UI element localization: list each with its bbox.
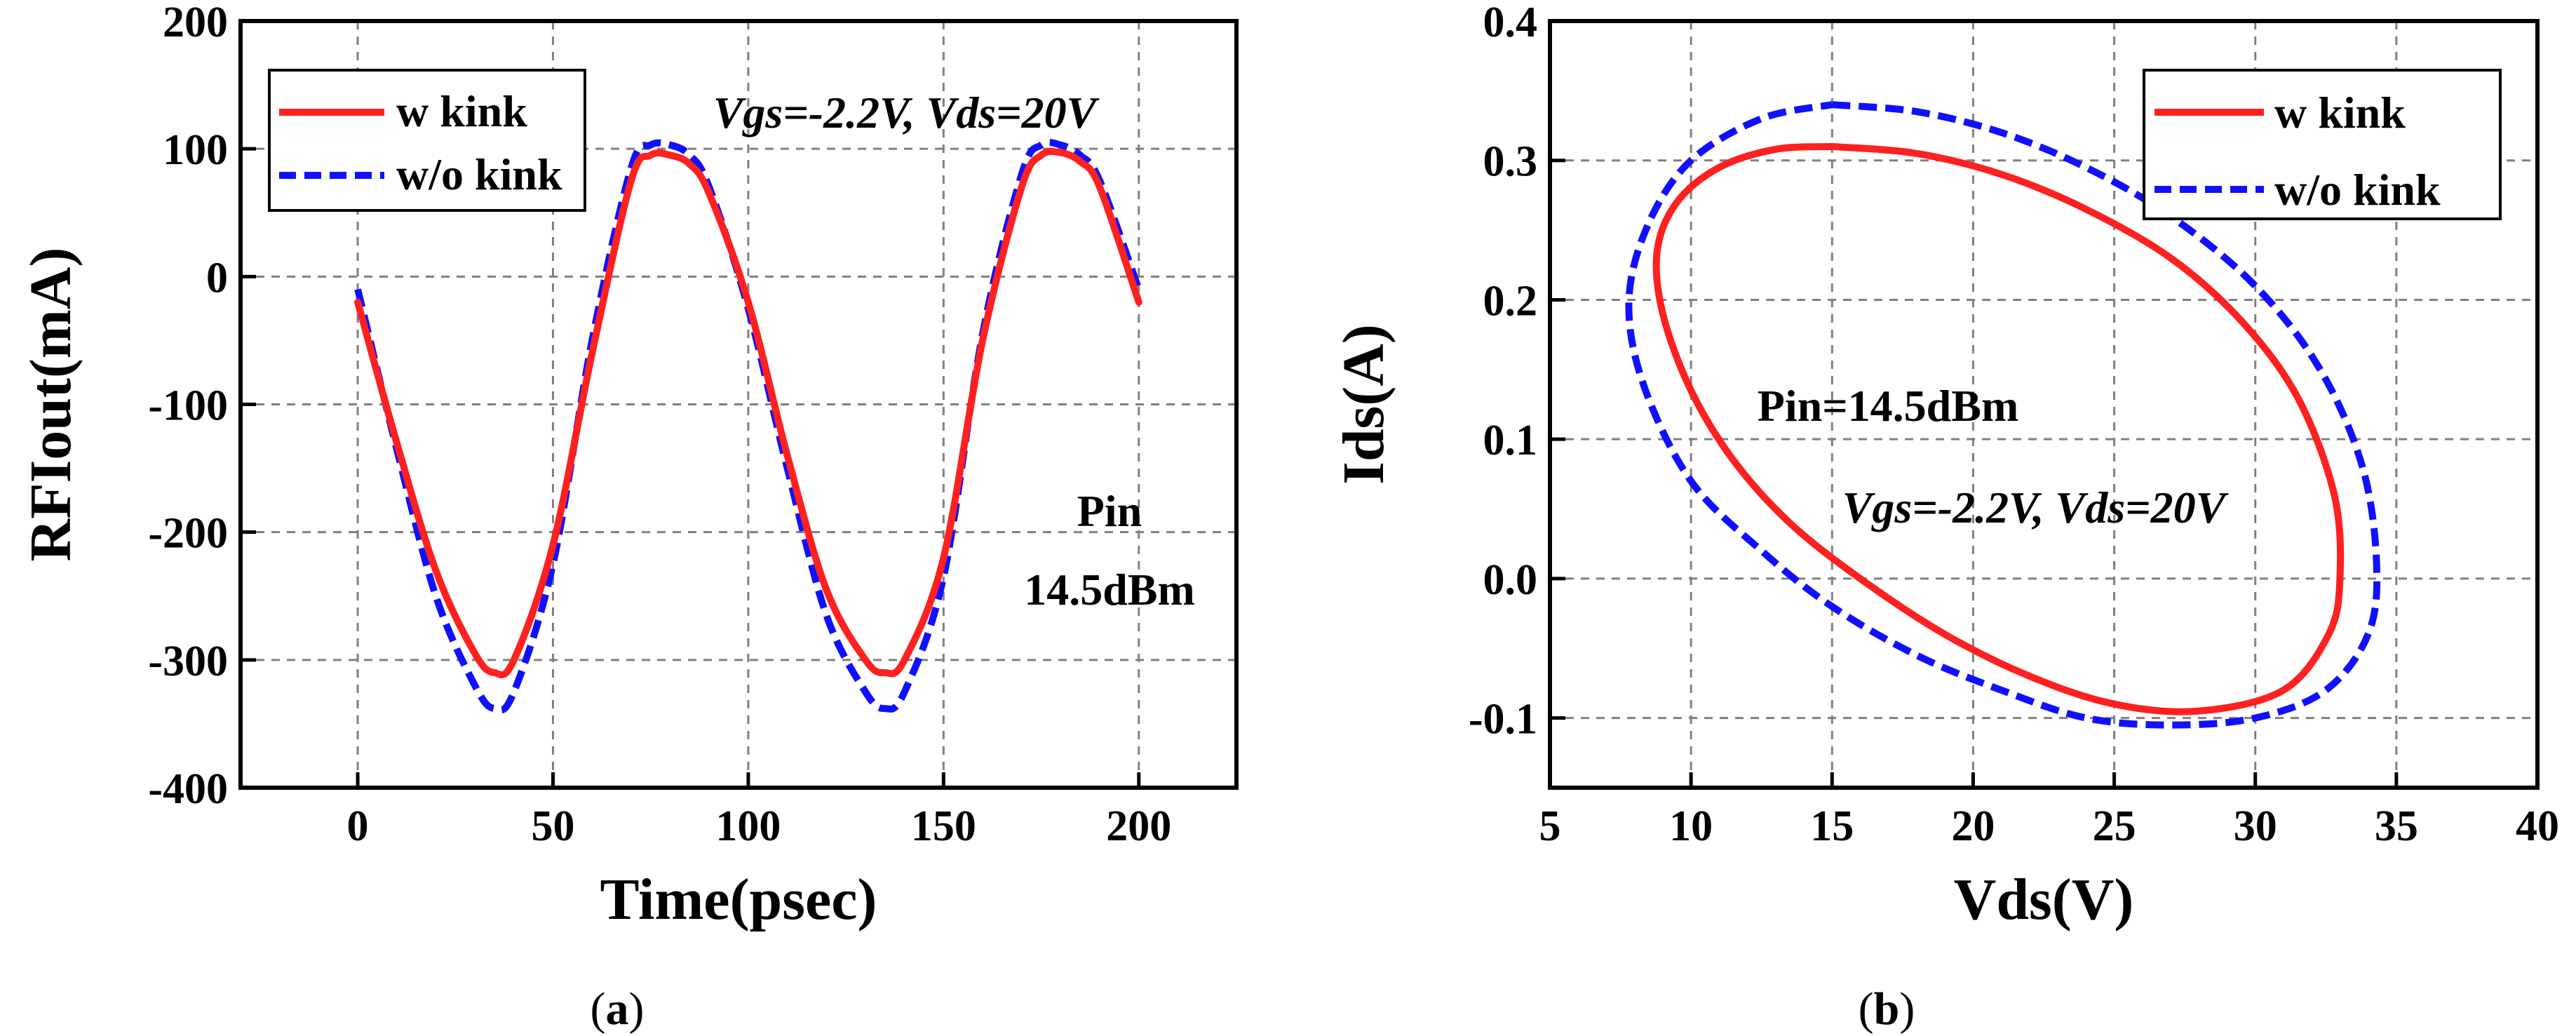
panel-b: 5 10 15 20 25 30 35 40 0.4 0.3 0.2 0.1 0.0 -0.1 Vds(V… [1331,0,2559,1035]
panel-a-x-axis-label: Time(psec) [600,867,877,932]
panel-b-ticks: 5 10 15 20 25 30 35 40 0.4 0.3 0.2 0.1 0.0 -0.1 [1469,0,2559,850]
panel-a-x-tick-label: 100 [715,802,781,850]
panel-a-y-axis-label: RFIout(mA) [18,248,83,562]
panel-b-x-tick-label: 25 [2093,802,2136,850]
panel-a-legend-label-wo-kink: w/o kink [396,149,562,199]
panel-a-pin-annotation-line1: Pin [1077,486,1142,536]
panel-a-y-tick-label: 100 [163,126,228,174]
panel-a-series-w-kink [354,147,1142,678]
panel-b-x-tick-label: 35 [2375,802,2418,850]
panel-a-pin-annotation-line2: 14.5dBm [1024,565,1195,614]
panel-a-legend-label-w-kink: w kink [396,86,527,136]
panel-a-x-tick-label: 50 [531,802,574,850]
panel-b-x-tick-label: 10 [1669,802,1713,850]
panel-a-caption: (a) [591,983,645,1035]
panel-a-bias-annotation: Vgs=-2.2V, Vds=20V [713,88,1100,137]
panel-a-ticks: 0 50 100 150 200 200 100 0 -100 -200 -300 -400 [148,0,1171,850]
panel-a: 0 50 100 150 200 200 100 0 -100 -200 -300 -400 Time… [18,0,1239,1035]
panel-b-bias-annotation: Vgs=-2.2V, Vds=20V [1842,483,2230,532]
panel-b-legend-box [2143,69,2502,220]
panel-a-series [354,138,1142,714]
panel-b-y-tick-label: 0.0 [1483,556,1538,604]
panel-b-caption-letter: b [1874,983,1900,1035]
panel-a-y-tick-label: -400 [148,765,228,813]
panel-a-x-tick-label: 150 [911,802,976,850]
panel-b-x-axis-label: Vds(V) [1954,867,2134,932]
panel-a-caption-letter: a [606,983,629,1035]
panel-a-legend-box [268,69,586,212]
panel-b-legend-label-w-kink: w kink [2274,88,2406,137]
panel-b-legend: w kink w/o kink [2143,69,2502,220]
panel-b-x-tick-label: 30 [2234,802,2277,850]
panel-a-x-tick-label: 200 [1106,802,1171,850]
panel-a-y-tick-label: -200 [148,510,228,558]
panel-b-x-tick-label: 5 [1539,802,1561,850]
panel-b-y-tick-label: 0.4 [1483,0,1538,46]
panel-a-x-tick-label: 0 [347,802,369,850]
panel-b-caption: (b) [1859,983,1915,1035]
panel-a-y-tick-label: 0 [206,254,228,302]
panel-a-y-tick-label: -300 [148,638,228,685]
panel-b-y-tick-label: 0.1 [1483,417,1538,464]
panel-b-pin-annotation: Pin=14.5dBm [1758,381,2019,431]
panel-b-y-tick-label: 0.2 [1483,277,1538,325]
panel-b-y-tick-label: 0.3 [1483,138,1538,186]
panel-a-y-tick-label: -100 [148,382,228,430]
panel-b-x-tick-label: 40 [2516,802,2559,850]
panel-b-x-tick-label: 20 [1951,802,1995,850]
panel-b-y-axis-label: Ids(A) [1331,324,1396,485]
panel-a-y-tick-label: 200 [163,0,228,46]
panel-b-frame [1548,19,2540,790]
panel-b-y-tick-label: -0.1 [1469,696,1537,744]
panel-a-legend: w kink w/o kink [268,69,586,212]
panel-b-legend-label-wo-kink: w/o kink [2274,165,2441,215]
panel-b-x-tick-label: 15 [1810,802,1854,850]
panel-b-series-w-kink [1652,142,2345,715]
